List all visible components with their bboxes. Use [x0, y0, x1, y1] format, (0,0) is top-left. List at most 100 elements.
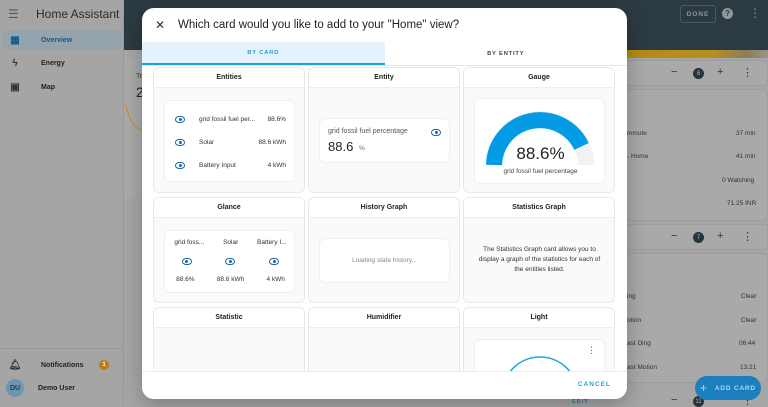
bg-row-value: Clear	[741, 317, 757, 324]
card-option-light[interactable]: Light ⋮	[463, 307, 615, 371]
glance-item-value: 88.6%	[176, 276, 195, 283]
sidebar-item-label: Demo User	[38, 384, 75, 392]
bg-row-name: - Home	[627, 153, 649, 160]
section-order-badge: 6	[693, 68, 704, 79]
sidebar-divider	[0, 348, 124, 349]
sidebar-item-label: Energy	[41, 59, 65, 67]
card-option-entities[interactable]: Entities grid fossil fuel per... 88.6% S…	[153, 67, 305, 193]
glance-values: 88.6% 88.6 kWh 4 kWh	[165, 276, 296, 283]
entity-row: Battery Input 4 kWh	[175, 159, 286, 171]
eye-icon	[175, 115, 185, 123]
light-preview: ⋮	[474, 339, 605, 371]
move-up-icon[interactable]: +	[717, 230, 724, 242]
section-menu-icon[interactable]: ⋮	[742, 231, 753, 243]
eye-icon	[225, 258, 236, 265]
done-button[interactable]: DONE	[680, 5, 716, 23]
eye-icon	[431, 129, 441, 136]
loading-text: Loading state history...	[352, 257, 417, 264]
dialog-footer: CANCEL	[142, 371, 627, 399]
move-up-icon[interactable]: +	[717, 66, 724, 78]
help-icon[interactable]: ?	[722, 8, 733, 19]
entity-name: Solar	[199, 138, 215, 146]
bg-row-value: 13:21	[740, 364, 757, 371]
app-title: Home Assistant	[36, 7, 120, 21]
card-option-title: Humidifier	[309, 308, 459, 328]
entity-name: grid fossil fuel per...	[199, 115, 255, 123]
sidebar-item-notifications[interactable]: 🔔︎ Notifications 1	[3, 355, 121, 375]
avatar: DU	[6, 379, 24, 397]
move-down-icon[interactable]: −	[671, 66, 678, 78]
background-card-left: Te 2	[124, 58, 144, 198]
sidebar-item-user[interactable]: DU Demo User	[3, 378, 121, 398]
card-option-title: History Graph	[309, 198, 459, 218]
entity-row: Solar 88.6 kWh	[175, 136, 286, 148]
bg-row-name: ast Motion	[627, 364, 657, 371]
add-card-button[interactable]: + ADD CARD	[695, 376, 761, 400]
entity-value: 4 kWh	[267, 161, 286, 169]
light-brightness-ring	[509, 356, 571, 371]
bg-row-name: otion	[627, 317, 642, 324]
gauge-value: 88.6%	[516, 144, 565, 163]
section-order-badge: 11	[693, 396, 704, 407]
sidebar-item-energy[interactable]: ϟ Energy	[3, 53, 121, 73]
dialog-tabs: BY CARD BY ENTITY	[142, 42, 627, 66]
card-option-title: Gauge	[464, 68, 614, 88]
section-menu-icon[interactable]: ⋮	[742, 395, 753, 407]
dialog-header: ✕ Which card would you like to add to yo…	[142, 8, 627, 42]
entity-value: 88.6 kWh	[258, 138, 286, 146]
glance-icons	[165, 258, 296, 265]
menu-collapse-icon[interactable]: ☰	[8, 7, 19, 21]
sidebar-header: ☰ Home Assistant	[0, 0, 123, 28]
glance-item-name: Solar	[223, 239, 239, 246]
bg-row-name: mmute	[627, 130, 647, 137]
bg-row-name: ast Ding	[627, 340, 651, 347]
move-down-icon[interactable]: −	[671, 230, 678, 242]
gauge-name: grid fossil fuel percentage	[503, 168, 578, 175]
eye-icon	[181, 258, 192, 265]
bg-row-name: ing	[627, 293, 636, 300]
lightning-bolt-icon: ϟ	[12, 57, 18, 69]
sidebar-item-label: Notifications	[41, 361, 84, 369]
eye-icon	[175, 161, 185, 169]
eye-icon	[175, 138, 185, 146]
card-option-humidifier[interactable]: Humidifier	[308, 307, 460, 371]
edit-link[interactable]: EDIT	[572, 399, 589, 405]
notification-count-badge: 1	[99, 360, 109, 370]
card-option-statistic[interactable]: Statistic	[153, 307, 305, 371]
bg-row-value: Clear	[741, 293, 757, 300]
sidebar-item-label: Overview	[41, 36, 73, 44]
bg-row-value: 0 Watching	[722, 177, 755, 184]
entity-value: 88.6	[328, 139, 354, 154]
header-banner-image	[626, 50, 768, 58]
bg-card-label: Te	[136, 73, 144, 80]
card-option-glance[interactable]: Glance grid foss... Solar Battery I... 8…	[153, 197, 305, 303]
card-picker-grid: Entities grid fossil fuel per... 88.6% S…	[153, 67, 616, 371]
plus-icon: +	[700, 381, 708, 395]
sidebar-item-map[interactable]: ▣ Map	[3, 77, 121, 97]
more-options-icon[interactable]: ⋮	[749, 6, 761, 20]
bell-icon: 🔔︎	[8, 359, 22, 371]
cancel-button[interactable]: CANCEL	[577, 381, 611, 388]
card-option-entity[interactable]: Entity grid fossil fuel percentage 88.6 …	[308, 67, 460, 193]
entity-unit: %	[359, 145, 365, 152]
glance-item-name: grid foss...	[174, 239, 205, 246]
move-down-icon[interactable]: −	[671, 394, 678, 406]
card-option-history-graph[interactable]: History Graph Loading state history...	[308, 197, 460, 303]
close-icon[interactable]: ✕	[154, 18, 166, 32]
tab-by-entity[interactable]: BY ENTITY	[487, 50, 525, 57]
entity-row: grid fossil fuel per... 88.6%	[175, 113, 286, 125]
glance-item-value: 4 kWh	[266, 276, 285, 283]
entity-value: 88.6%	[267, 115, 286, 123]
card-option-title: Statistics Graph	[464, 198, 614, 218]
statistics-graph-description: The Statistics Graph card allows you to …	[478, 246, 601, 273]
tab-by-card[interactable]: BY CARD	[142, 42, 385, 65]
card-option-gauge[interactable]: Gauge 88.6% grid fossil fuel percentage	[463, 67, 615, 193]
bg-row-value: 71.25 INR	[727, 200, 757, 207]
card-option-title: Entity	[309, 68, 459, 88]
sidebar-item-overview[interactable]: ▦ Overview	[3, 30, 121, 50]
section-menu-icon[interactable]: ⋮	[742, 67, 753, 79]
entity-name: grid fossil fuel percentage	[328, 128, 408, 135]
bg-row-value: 37 min	[736, 130, 756, 137]
entity-name: Battery Input	[199, 161, 236, 169]
card-option-statistics-graph[interactable]: Statistics Graph The Statistics Graph ca…	[463, 197, 615, 303]
